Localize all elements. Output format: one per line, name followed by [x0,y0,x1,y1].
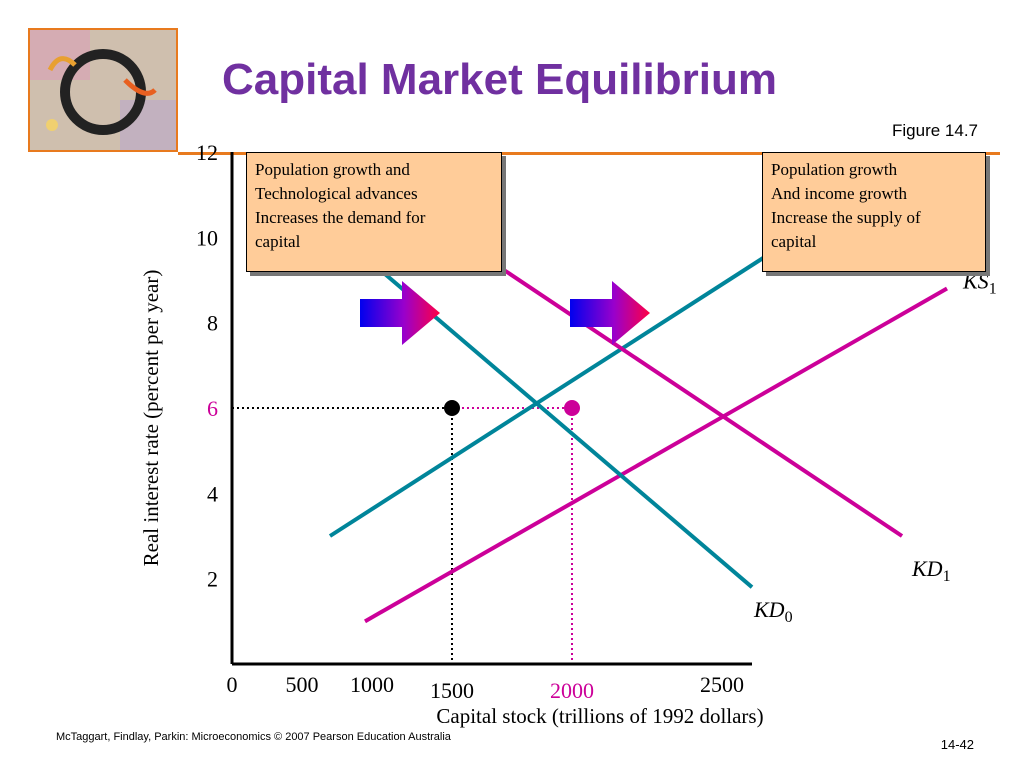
shift-arrow-icon [360,281,440,345]
figure-label: Figure 14.7 [892,121,978,140]
series-label-kd1: KD1 [911,556,951,585]
title-divider [178,152,1000,155]
series-line-ks1 [364,286,948,624]
y-tick-label: 12 [196,140,218,165]
shift-arrow-icon [570,281,650,345]
y-axis-title: Real interest rate (percent per year) [139,270,163,567]
page-title: Capital Market Equilibrium [222,55,777,104]
logo-image [28,28,178,152]
equilibrium-point [564,400,580,416]
x-tick-label: 500 [286,672,319,697]
y-tick-label: 8 [207,311,218,336]
x-axis-title: Capital stock (trillions of 1992 dollars… [436,704,763,728]
y-tick-label: 6 [207,396,218,421]
y-tick-label: 2 [207,567,218,592]
supply-annotation-box: Population growth And income growth Incr… [762,152,986,272]
slide-number: 14-42 [940,737,974,752]
footer-copyright: McTaggart, Findlay, Parkin: Microeconomi… [56,731,451,743]
y-tick-label: 10 [196,225,218,250]
equilibrium-point [444,400,460,416]
series-label-ks1: KS1 [962,269,997,298]
demand-annotation-box: Population growth and Technological adva… [246,152,502,272]
x-tick-label: 0 [227,672,238,697]
series-label-kd0: KD0 [753,597,793,626]
y-tick-label: 4 [207,481,218,506]
x-tick-label: 1500 [430,678,474,703]
x-tick-label: 1000 [350,672,394,697]
x-tick-label: 2500 [700,672,744,697]
series-line-ks0 [328,244,784,538]
x-tick-label: 2000 [550,678,594,703]
